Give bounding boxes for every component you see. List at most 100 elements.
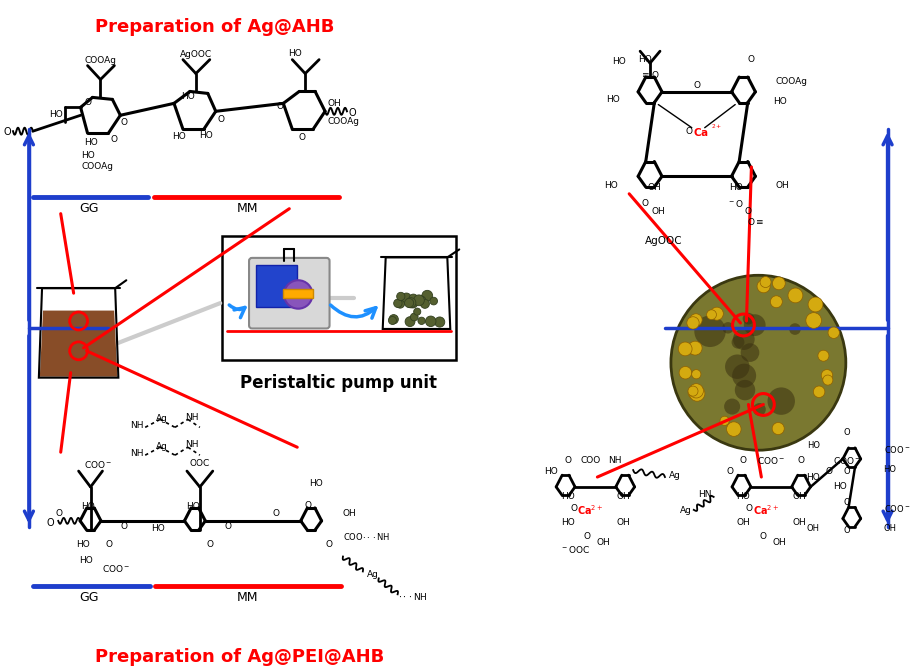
Circle shape <box>435 317 445 327</box>
Circle shape <box>688 345 696 354</box>
Text: COO$^-$: COO$^-$ <box>884 444 910 455</box>
Circle shape <box>744 314 766 336</box>
Text: O: O <box>694 81 700 90</box>
Text: Ag: Ag <box>669 470 681 480</box>
Text: $\mathbf{Ca}^{2+}$: $\mathbf{Ca}^{2+}$ <box>577 503 604 517</box>
Circle shape <box>710 307 724 320</box>
Text: $\mathbf{Ca}$: $\mathbf{Ca}$ <box>693 126 709 137</box>
Circle shape <box>770 295 782 308</box>
Circle shape <box>727 422 741 436</box>
Text: OH: OH <box>775 182 789 190</box>
Text: OH: OH <box>617 519 630 527</box>
Text: COO$^-$: COO$^-$ <box>84 458 113 470</box>
Text: O: O <box>298 133 306 141</box>
Text: HO: HO <box>807 441 820 450</box>
FancyBboxPatch shape <box>249 258 329 328</box>
Text: COOAg: COOAg <box>84 56 116 65</box>
Text: HO: HO <box>81 502 94 511</box>
Circle shape <box>404 298 414 308</box>
Text: HN: HN <box>698 490 712 499</box>
Text: OH: OH <box>651 207 665 216</box>
Circle shape <box>822 370 833 381</box>
Circle shape <box>720 416 729 425</box>
Text: AgOOC: AgOOC <box>645 237 683 247</box>
Text: COOAg: COOAg <box>81 162 113 172</box>
Circle shape <box>740 343 759 362</box>
Text: O: O <box>218 115 225 124</box>
Text: OOC: OOC <box>189 459 210 468</box>
Text: OH: OH <box>737 519 750 527</box>
Bar <box>222 236 456 360</box>
Text: HO: HO <box>76 540 90 549</box>
Text: AgOOC: AgOOC <box>180 50 212 59</box>
Circle shape <box>430 297 437 305</box>
Circle shape <box>395 299 404 308</box>
Circle shape <box>724 399 740 415</box>
Circle shape <box>689 386 705 401</box>
Text: Ag: Ag <box>156 442 168 451</box>
Text: O: O <box>745 207 752 216</box>
Text: O: O <box>305 501 312 511</box>
Text: MM: MM <box>237 591 258 604</box>
Circle shape <box>397 292 405 301</box>
Circle shape <box>772 277 785 289</box>
Text: HO: HO <box>79 556 92 565</box>
Text: HO: HO <box>309 480 323 488</box>
Text: $\cdot\cdot\cdot$NH: $\cdot\cdot\cdot$NH <box>398 591 427 602</box>
Text: $\mathbf{Ca}^{2+}$: $\mathbf{Ca}^{2+}$ <box>753 503 780 517</box>
Circle shape <box>671 275 845 450</box>
Circle shape <box>687 317 699 329</box>
Text: HO: HO <box>544 466 557 476</box>
Circle shape <box>679 366 692 379</box>
Text: COO$^-$: COO$^-$ <box>757 455 785 466</box>
Text: O: O <box>277 102 284 111</box>
Circle shape <box>389 315 398 324</box>
Text: HO: HO <box>172 131 186 141</box>
Circle shape <box>692 370 701 379</box>
Circle shape <box>690 314 702 326</box>
Text: HO: HO <box>83 137 97 147</box>
Text: O: O <box>56 509 63 519</box>
Text: $^-$O: $^-$O <box>727 198 744 209</box>
Text: O: O <box>727 466 734 476</box>
Text: O: O <box>564 456 571 464</box>
Text: O: O <box>326 540 332 549</box>
Text: COOAg: COOAg <box>775 77 807 86</box>
Circle shape <box>418 295 425 304</box>
Text: O: O <box>748 55 755 64</box>
Text: Ag: Ag <box>680 507 692 515</box>
Text: HO: HO <box>151 524 165 533</box>
Text: OH: OH <box>597 538 610 547</box>
Text: HO: HO <box>561 492 575 501</box>
Text: HO: HO <box>833 482 846 492</box>
Text: O: O <box>746 505 753 513</box>
Circle shape <box>402 293 411 303</box>
Text: Ag: Ag <box>156 414 168 423</box>
Circle shape <box>414 295 425 306</box>
Circle shape <box>688 341 702 355</box>
Circle shape <box>408 299 417 308</box>
Text: HO: HO <box>884 464 897 474</box>
Text: O: O <box>225 522 231 531</box>
Polygon shape <box>40 311 117 377</box>
Circle shape <box>823 375 833 385</box>
Circle shape <box>725 354 749 379</box>
Text: HO: HO <box>728 184 742 192</box>
Text: HO: HO <box>561 519 575 527</box>
Circle shape <box>757 279 770 293</box>
Text: O: O <box>740 456 747 464</box>
Text: O: O <box>4 127 11 137</box>
Circle shape <box>818 350 829 361</box>
Circle shape <box>808 297 823 312</box>
Circle shape <box>414 308 421 315</box>
Text: HO: HO <box>199 131 212 139</box>
Text: OH: OH <box>327 99 340 108</box>
Text: Peristaltic pump unit: Peristaltic pump unit <box>241 374 437 392</box>
Text: NH: NH <box>185 413 199 422</box>
Text: O: O <box>47 518 54 528</box>
Circle shape <box>743 313 754 324</box>
Circle shape <box>722 322 734 334</box>
Circle shape <box>706 310 716 320</box>
Circle shape <box>418 317 425 324</box>
Text: OH: OH <box>807 524 820 533</box>
